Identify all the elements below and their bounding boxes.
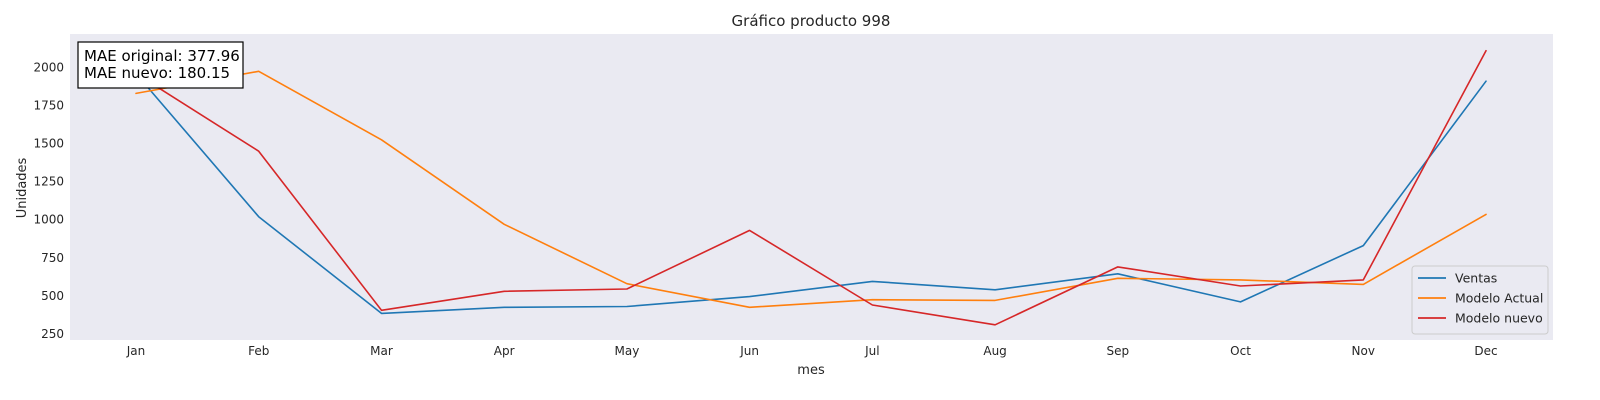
y-axis-label: Unidades <box>15 157 30 218</box>
y-tick-label: 1000 <box>33 213 64 227</box>
x-tick-label: Aug <box>983 344 1006 358</box>
x-tick-label: Jan <box>126 344 146 358</box>
plot-area <box>70 34 1553 340</box>
series-lines <box>135 49 1487 326</box>
x-tick-label: Nov <box>1352 344 1375 358</box>
legend-label-modelo-actual: Modelo Actual <box>1455 291 1543 306</box>
x-tick-label: Mar <box>370 344 393 358</box>
series-line-modelo-actual <box>135 70 1487 309</box>
annotation-line-mae-nuevo: MAE nuevo: 180.15 <box>84 64 230 82</box>
y-tick-label: 250 <box>41 327 64 341</box>
series-line-ventas <box>135 72 1487 315</box>
series-line-modelo-nuevo <box>135 49 1487 326</box>
x-axis-label: mes <box>797 363 825 378</box>
legend-label-modelo-nuevo: Modelo nuevo <box>1455 311 1543 326</box>
x-tick-label: Dec <box>1474 344 1497 358</box>
x-axis-ticks: Jan Feb Mar Apr May Jun Jul Aug Sep Oct Nov Dec <box>126 344 1498 358</box>
annotation-line-mae-original: MAE original: 377.96 <box>84 47 240 65</box>
legend: Ventas Modelo Actual Modelo nuevo <box>1411 265 1549 335</box>
y-axis-ticks: 250 500 750 1000 1250 1500 1750 2000 <box>33 60 64 340</box>
y-tick-label: 1250 <box>33 175 64 189</box>
annotation-frame <box>77 41 244 89</box>
legend-label-ventas: Ventas <box>1455 271 1497 286</box>
x-tick-label: May <box>615 344 640 358</box>
legend-frame <box>1411 265 1549 335</box>
y-tick-label: 1750 <box>33 99 64 113</box>
y-tick-label: 750 <box>41 251 64 265</box>
legend-items: Ventas Modelo Actual Modelo nuevo <box>1418 271 1543 326</box>
x-tick-label: Jun <box>739 344 759 358</box>
y-tick-label: 2000 <box>33 60 64 74</box>
y-tick-label: 500 <box>41 289 64 303</box>
y-tick-label: 1500 <box>33 137 64 151</box>
mae-annotation-box: MAE original: 377.96 MAE nuevo: 180.15 <box>77 41 244 89</box>
x-tick-label: Feb <box>248 344 269 358</box>
x-tick-label: Oct <box>1230 344 1251 358</box>
chart-title: Gráfico producto 998 <box>732 12 891 30</box>
x-tick-label: Jul <box>864 344 879 358</box>
x-tick-label: Apr <box>494 344 515 358</box>
x-tick-label: Sep <box>1107 344 1130 358</box>
